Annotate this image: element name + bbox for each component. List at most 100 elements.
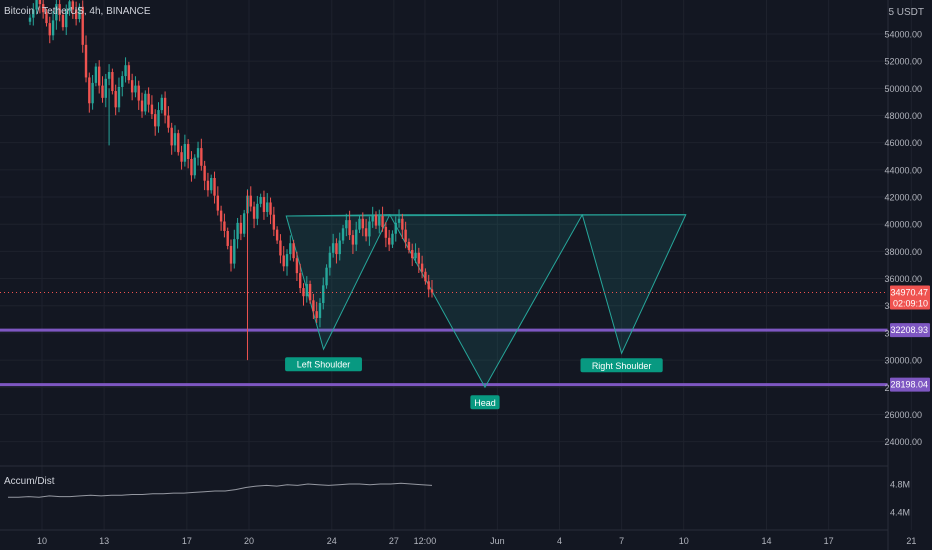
candle xyxy=(134,76,137,98)
time-axis[interactable]: 10 13 17 20 24 27 12:00 Jun 4 7 10 14 17 21 xyxy=(37,536,916,546)
candle xyxy=(190,151,193,182)
candle-body xyxy=(154,114,157,127)
candle-body xyxy=(97,66,101,86)
price-tick-label: 48000.00 xyxy=(884,111,922,121)
candle-body xyxy=(35,0,38,10)
candle-body xyxy=(203,165,206,181)
candle-body xyxy=(117,86,121,108)
candle xyxy=(424,268,427,285)
candle-body xyxy=(302,288,305,297)
candle xyxy=(414,243,417,264)
candle-body xyxy=(315,311,318,318)
candle xyxy=(368,216,371,246)
candle xyxy=(417,247,421,273)
candle xyxy=(223,213,226,238)
candle xyxy=(55,0,58,30)
price-tick-label: 46000.00 xyxy=(884,138,922,148)
candle xyxy=(180,145,183,170)
left-shoulder-label-text: Left Shoulder xyxy=(297,360,351,370)
currency-label[interactable]: 5 USDT xyxy=(888,7,924,18)
candle xyxy=(404,221,407,249)
candle xyxy=(229,239,233,272)
price-tick-label: 24000.00 xyxy=(884,437,922,447)
candle-body xyxy=(121,76,124,87)
candle-body xyxy=(144,93,147,112)
candle xyxy=(68,0,71,16)
candle-body xyxy=(318,303,322,318)
candle-body xyxy=(111,72,114,92)
head-label: Head xyxy=(470,395,500,410)
candle xyxy=(236,217,239,249)
indicator-label[interactable]: Accum/Dist xyxy=(4,476,55,487)
candle-body xyxy=(38,0,42,5)
time-tick-label: 13 xyxy=(99,536,109,546)
candle xyxy=(147,87,150,113)
price-tick-label: 30000.00 xyxy=(884,356,922,366)
symbol-title[interactable]: Bitcoin / TetherUS, 4h, BINANCE xyxy=(4,6,151,17)
candle-body xyxy=(114,91,117,108)
level-price-badge-text: 32208.93 xyxy=(890,325,928,335)
candle-body xyxy=(305,283,308,297)
candle xyxy=(196,141,200,166)
candle xyxy=(305,276,308,303)
head-and-shoulders-pattern xyxy=(285,214,687,389)
candle-body xyxy=(160,97,164,111)
price-tick-label: 40000.00 xyxy=(884,220,922,230)
candle xyxy=(65,4,68,36)
time-tick-label: 10 xyxy=(37,536,47,546)
candle xyxy=(206,172,210,197)
candle-body xyxy=(223,221,226,231)
candle xyxy=(338,232,341,261)
candle xyxy=(358,215,361,234)
candle xyxy=(200,138,203,171)
candle-body xyxy=(236,222,239,240)
candle xyxy=(173,125,177,152)
candle xyxy=(226,227,229,250)
candle-body xyxy=(411,250,414,259)
left-shoulder-label: Left Shoulder xyxy=(285,357,362,372)
candle-body xyxy=(48,23,51,36)
candle-body xyxy=(150,104,154,115)
candle xyxy=(328,246,332,276)
candle xyxy=(384,222,388,248)
candle-body xyxy=(140,100,144,112)
last-price-badge-text: 34970.47 xyxy=(890,288,928,298)
candle xyxy=(94,63,98,87)
candle xyxy=(74,1,78,26)
candle xyxy=(38,0,42,14)
right-shoulder-label: Right Shoulder xyxy=(580,358,663,373)
candle xyxy=(364,218,368,242)
candle xyxy=(186,139,190,169)
candle xyxy=(298,263,302,293)
candle-body xyxy=(295,258,299,274)
candle-body xyxy=(186,144,190,159)
candle xyxy=(117,77,121,113)
candle-body xyxy=(341,228,345,241)
candle xyxy=(302,283,305,306)
candle xyxy=(262,190,266,220)
candle-body xyxy=(196,148,200,158)
candle-body xyxy=(266,202,269,212)
candle xyxy=(331,233,335,258)
candle-body xyxy=(45,12,48,24)
candle-body xyxy=(134,85,137,93)
candle-body xyxy=(81,6,84,45)
price-tick-label: 38000.00 xyxy=(884,247,922,257)
accum-dist-line xyxy=(8,482,433,498)
candle xyxy=(275,226,279,244)
candle xyxy=(351,230,355,254)
indicator-tick-label: 4.4M xyxy=(890,508,910,518)
price-tick-label: 52000.00 xyxy=(884,57,922,67)
candle xyxy=(111,68,114,95)
candle xyxy=(193,154,196,179)
head-label-bg xyxy=(470,395,500,410)
candle-body xyxy=(183,144,187,162)
candle xyxy=(35,0,38,15)
candle xyxy=(71,0,75,19)
candle xyxy=(295,251,299,282)
candle xyxy=(84,35,88,83)
candle xyxy=(91,75,94,110)
price-tick-label: 42000.00 xyxy=(884,193,922,203)
